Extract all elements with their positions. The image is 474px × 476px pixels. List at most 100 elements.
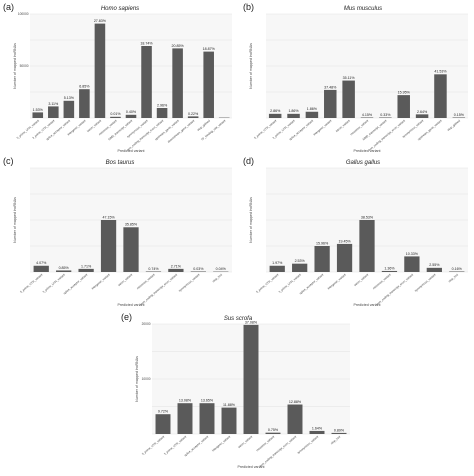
bar-data-label: 1.97% <box>272 261 283 265</box>
x-axis-label: Predicted variant <box>238 465 265 469</box>
x-tick-label: synonymous_variant <box>178 273 201 293</box>
bar <box>305 111 319 118</box>
x-tick-label: non_coding_transcript_exon_variant <box>368 119 406 152</box>
bar-data-label: 4.07% <box>36 261 47 265</box>
panel-c-title: Bos taurus <box>105 160 135 166</box>
bar <box>381 270 398 272</box>
x-tick-label: splice_acceptor_variant <box>298 273 324 296</box>
x-tick-label: synonymous_variant <box>414 273 437 293</box>
x-tick-label: intergenic_variant <box>327 273 347 291</box>
x-tick-label: intron_variant <box>237 435 253 449</box>
bar <box>360 117 374 118</box>
bar <box>434 74 447 118</box>
bar <box>32 112 44 118</box>
bar <box>141 46 152 118</box>
bar <box>331 432 347 434</box>
bar <box>48 106 59 118</box>
bar <box>452 117 466 118</box>
bar-data-label: 0.40% <box>126 110 137 114</box>
bar <box>426 267 442 272</box>
y-axis-label: Number of mapped lncRNAs <box>13 43 17 89</box>
bar-data-label: 0.03% <box>193 267 204 271</box>
x-axis-label: Predicted variant <box>118 149 145 153</box>
bar-data-label: 10.33% <box>406 252 419 256</box>
bar <box>33 265 49 272</box>
x-tick-label: 3_prime_UTR_variant <box>278 273 302 294</box>
bar <box>63 100 75 118</box>
y-axis-label: Number of mapped lncRNAs <box>135 356 139 402</box>
bar-data-label: 47.15% <box>102 215 115 219</box>
bar-data-label: 2.71% <box>171 264 182 268</box>
x-tick-label: 3_prime_UTR_variant <box>42 273 66 294</box>
bar-data-label: 12.88% <box>289 400 302 404</box>
bar <box>168 268 184 272</box>
bar <box>243 324 259 434</box>
bar-data-label: 1.64% <box>312 426 323 430</box>
bar-data-label: 0.01% <box>110 112 121 116</box>
panel-b-tag: (b) <box>243 2 254 12</box>
panel-a-title: Homo sapiens <box>100 6 140 12</box>
bar <box>342 80 355 118</box>
bar <box>78 268 94 272</box>
bar-data-label: 11.88% <box>223 403 236 407</box>
y-tick-label: 10000 <box>142 377 151 381</box>
x-tick-label: stop_lost <box>211 273 223 284</box>
bar <box>404 256 420 272</box>
bar <box>359 220 375 272</box>
bar <box>177 403 193 434</box>
x-tick-label: intron_variant <box>117 273 133 287</box>
x-axis-label: Predicted variant <box>354 149 381 153</box>
bar-data-label: 27.83% <box>94 19 107 23</box>
bar <box>123 227 139 272</box>
bar <box>415 114 429 118</box>
bar-data-label: 0.04% <box>216 267 227 271</box>
bar <box>268 113 282 118</box>
x-tick-label: non_coding_transcript_exon_variant <box>376 273 414 306</box>
panel-e-tag: (e) <box>121 312 132 322</box>
bar-data-label: 15.95% <box>398 91 411 95</box>
bar <box>336 243 353 272</box>
bar <box>125 114 137 118</box>
bar <box>155 414 171 434</box>
x-tick-label: non_coding_transcript_exon_variant <box>140 273 178 306</box>
bar-data-label: 3.11% <box>48 102 59 106</box>
y-axis-label: Number of mapped lncRNAs <box>13 197 17 243</box>
bar-data-label: 0.15% <box>454 113 465 117</box>
y-axis-label: Number of mapped lncRNAs <box>249 197 253 243</box>
bar-data-label: 1.36% <box>384 266 395 270</box>
x-tick-label: intergenic_variant <box>91 273 111 291</box>
bar-data-label: 0.74% <box>148 267 159 271</box>
bar <box>156 108 168 118</box>
bar-data-label: 2.86% <box>270 109 281 113</box>
x-axis-label: Predicted variant <box>354 303 381 307</box>
bar-data-label: 1.71% <box>81 264 92 268</box>
bar <box>324 89 337 118</box>
x-tick-label: intron_variant <box>335 119 351 133</box>
bar <box>56 270 72 272</box>
bar-data-label: 1.86% <box>288 109 299 113</box>
bar <box>172 48 183 118</box>
bar <box>100 220 117 272</box>
bar-data-label: 1.86% <box>307 107 318 111</box>
chart-bos-taurus: 4.07% 5_prime_UTR_variant 0.85% 3_prime_UTR… <box>13 167 232 307</box>
bar <box>292 263 308 272</box>
bar-data-label: 19.45% <box>338 239 351 243</box>
x-tick-label: stop_gained <box>446 118 461 131</box>
y-tick-label: 20000 <box>142 322 151 326</box>
bar-data-label: 0.22% <box>188 112 199 116</box>
x-tick-label: missense_variant <box>136 273 156 291</box>
bar-data-label: 35.85% <box>125 223 138 227</box>
bar-data-label: 13.08% <box>179 399 192 403</box>
bar <box>187 116 199 118</box>
bar <box>265 432 281 434</box>
bar-data-label: 18.87% <box>203 47 216 51</box>
bar-data-label: 2.55% <box>429 263 440 267</box>
bar <box>314 246 330 272</box>
x-axis-label: Predicted variant <box>118 303 145 307</box>
panel-d-title: Gallus gallus <box>345 160 381 166</box>
bar-data-label: 37.08% <box>245 320 258 324</box>
bar <box>309 430 325 434</box>
panel-c-tag: (c) <box>3 156 14 166</box>
x-tick-label: stop_lost <box>447 273 459 284</box>
bar-data-label: 0.85% <box>59 266 70 270</box>
